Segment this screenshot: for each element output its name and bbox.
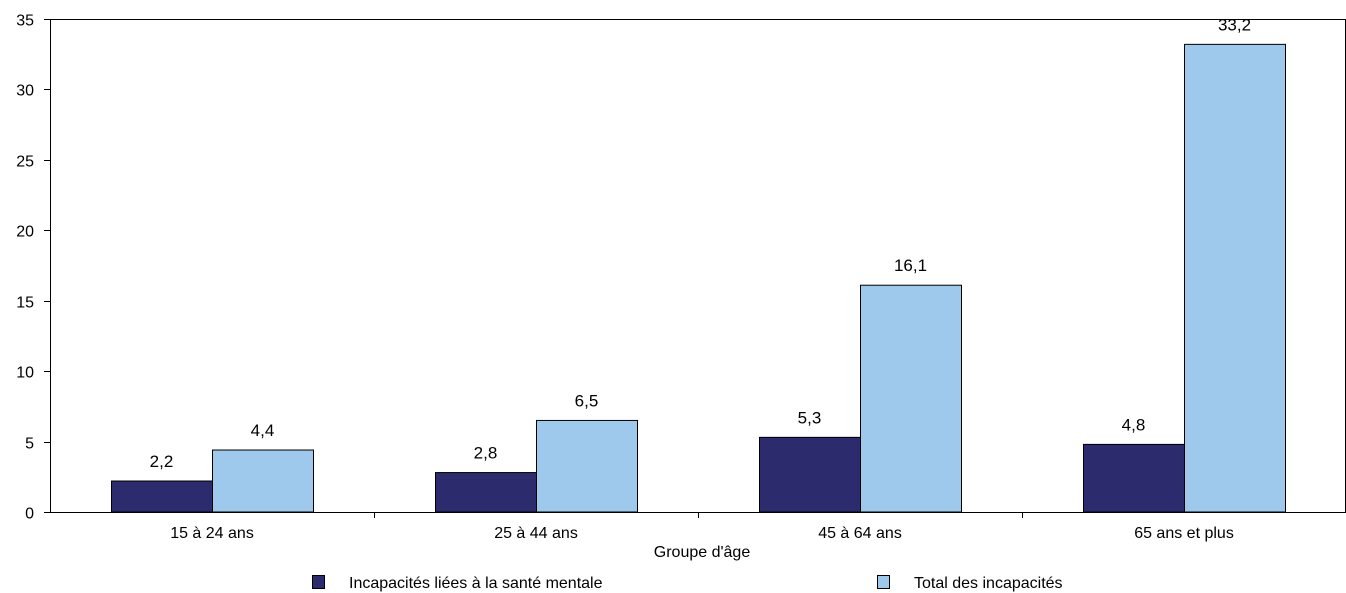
x-tick-label: 25 à 44 ans: [494, 525, 578, 542]
legend-swatch: [877, 575, 890, 589]
x-tick-label: 45 à 64 ans: [818, 525, 902, 542]
bar-mental-health: [759, 436, 861, 513]
bar-total: [1184, 43, 1286, 513]
legend-label: Total des incapacités: [914, 575, 1063, 592]
y-tick-label: 15: [16, 295, 34, 312]
plot-frame: [50, 19, 1346, 513]
legend-label: Incapacités liées à la santé mentale: [349, 575, 603, 592]
legend-swatch: [312, 575, 325, 589]
legend: Incapacités liées à la santé mentale Tota…: [312, 575, 1063, 592]
x-axis-title: Groupe d'âge: [654, 544, 751, 561]
bar-total: [536, 419, 638, 513]
data-label: 4,8: [1122, 415, 1146, 434]
x-tick-label: 15 à 24 ans: [170, 525, 254, 542]
bars: [111, 43, 1286, 513]
bar-total: [212, 449, 314, 513]
x-tick-label: 65 ans et plus: [1134, 525, 1234, 542]
data-label: 4,4: [251, 421, 275, 440]
data-label: 6,5: [575, 391, 599, 410]
y-tick-label: 5: [25, 436, 34, 453]
data-label: 5,3: [798, 408, 822, 427]
data-labels: 2,2 4,4 2,8 6,5 5,3 16,1 4,8 33,2: [150, 15, 1251, 471]
data-label: 33,2: [1218, 15, 1251, 34]
y-axis-ticks: 0 5 10 15 20 25 30 35: [16, 13, 50, 523]
bar-mental-health: [1083, 443, 1185, 513]
y-tick-label: 25: [16, 154, 34, 171]
y-tick-label: 10: [16, 365, 34, 382]
data-label: 2,8: [474, 444, 498, 463]
bar-mental-health: [435, 472, 537, 513]
y-tick-label: 0: [25, 506, 34, 523]
x-axis-ticks: 15 à 24 ans 25 à 44 ans 45 à 64 ans 65 ans …: [170, 512, 1234, 542]
data-label: 16,1: [894, 256, 927, 275]
bar-mental-health: [111, 480, 213, 513]
y-tick-label: 30: [16, 83, 34, 100]
y-tick-label: 20: [16, 224, 34, 241]
bar-total: [860, 284, 962, 513]
data-label: 2,2: [150, 452, 174, 471]
y-tick-label: 35: [16, 13, 34, 30]
